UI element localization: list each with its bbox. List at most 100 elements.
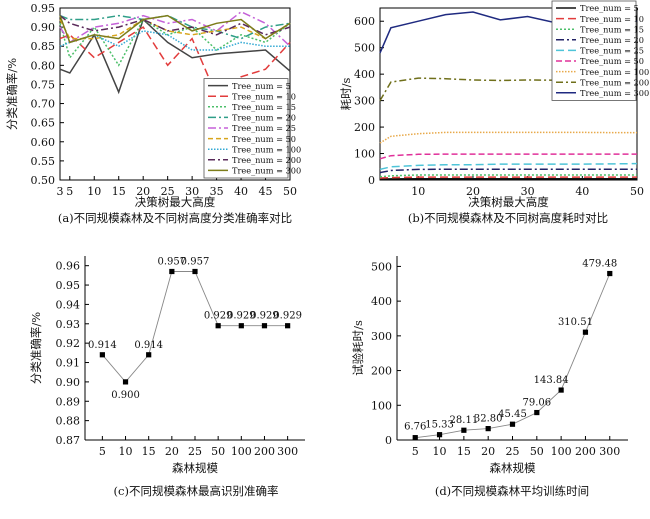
y-tick-label: 0.95 <box>56 279 81 292</box>
legend-entry: Tree_num = 50 <box>580 56 644 66</box>
chart-1: 0.50 0.55 0.60 0.65 0.70 0.75 0.80 0.85 0.90 0.95… <box>5 2 301 225</box>
data-point <box>558 387 564 393</box>
x-tick-label: 25 <box>506 445 520 458</box>
x-tick-label: 20 <box>466 185 480 198</box>
x-tick-label: 50 <box>630 185 644 198</box>
y-tick-label: 0.95 <box>31 2 56 15</box>
x-axis-label: 森林规模 <box>172 461 218 475</box>
x-tick-label: 35 <box>210 185 224 198</box>
data-label: 0.914 <box>134 340 163 351</box>
legend-entry: Tree_num = 25 <box>232 123 296 133</box>
x-tick-label: 300 <box>599 445 620 458</box>
legend-entry: Tree_num = 20 <box>580 35 644 45</box>
data-label: 0.957 <box>158 256 187 267</box>
data-label: 0.929 <box>273 311 302 322</box>
x-tick-label: 5 <box>412 445 419 458</box>
x-tick-label: 50 <box>211 445 225 458</box>
data-label: 0.914 <box>88 340 117 351</box>
data-point <box>509 421 516 427</box>
series-line <box>59 18 291 40</box>
data-label: 479.48 <box>582 259 617 270</box>
x-tick-label: 40 <box>234 185 248 198</box>
legend-entry: Tree_num = 10 <box>232 91 296 101</box>
data-label: 143.84 <box>534 375 569 386</box>
y-tick-label: 0.91 <box>56 357 81 370</box>
data-point <box>169 268 175 275</box>
y-tick-label: 100 <box>354 148 375 161</box>
data-point <box>146 352 152 358</box>
data-point <box>99 352 105 358</box>
x-tick-label: 15 <box>457 445 471 458</box>
plot-frame <box>59 7 291 181</box>
x-axis-label: 决策树最大高度 <box>468 195 549 209</box>
y-tick-label: 200 <box>354 121 375 134</box>
data-point <box>285 323 291 329</box>
y-tick-label: 400 <box>371 295 392 308</box>
data-point <box>215 323 221 329</box>
series-line <box>59 10 291 47</box>
legend-entry: Tree_num = 20 <box>232 113 296 123</box>
y-tick-label: 0.96 <box>56 260 81 273</box>
legend-entry: Tree_num = 100 <box>580 67 649 77</box>
x-axis-label: 决策树最大高度 <box>135 195 216 209</box>
y-tick-label: 0.50 <box>31 174 56 187</box>
data-label: 0.957 <box>181 256 210 267</box>
y-tick-label: 0 <box>368 174 375 187</box>
x-tick-label: 45 <box>259 185 273 198</box>
x-tick-label: 30 <box>185 185 199 198</box>
y-axis-label: 分类准确率/% <box>5 58 19 130</box>
data-label: 310.51 <box>558 317 593 328</box>
data-label: 0.929 <box>250 311 279 322</box>
chart-caption: (c)不同规模森林最高识别准确率 <box>114 484 279 498</box>
legend-entry: Tree_num = 50 <box>232 134 296 144</box>
legend-entry: Tree_num = 200 <box>580 77 649 87</box>
series-line <box>379 174 637 178</box>
y-tick-label: 300 <box>354 95 375 108</box>
legend-entry: Tree_num = 5 <box>580 3 639 13</box>
series-line <box>379 168 637 174</box>
x-tick-label: 40 <box>575 185 589 198</box>
legend-entry: Tree_num = 300 <box>232 166 301 176</box>
x-tick-label: 100 <box>231 445 252 458</box>
y-tick-label: 0.89 <box>56 395 81 408</box>
series-line <box>59 18 291 67</box>
plot-frame <box>379 7 638 181</box>
y-tick-label: 0.87 <box>56 434 81 447</box>
series-line <box>59 26 291 98</box>
data-point <box>412 435 418 441</box>
y-tick-label: 0 <box>385 434 392 447</box>
data-point <box>607 270 613 277</box>
y-tick-label: 100 <box>371 399 392 412</box>
x-tick-label: 20 <box>165 445 179 458</box>
y-tick-label: 0.94 <box>56 298 81 311</box>
x-tick-label: 25 <box>161 185 175 198</box>
x-tick-label: 30 <box>521 185 535 198</box>
x-tick-label: 3 <box>57 185 64 198</box>
data-label: 0.900 <box>111 390 140 401</box>
x-tick-label: 15 <box>112 185 126 198</box>
series-line <box>59 18 291 95</box>
data-point <box>192 268 198 275</box>
data-point <box>485 426 491 432</box>
series-line <box>59 15 291 36</box>
x-axis-label: 森林规模 <box>490 461 536 475</box>
series-line <box>59 14 291 44</box>
data-point <box>238 323 244 329</box>
y-tick-label: 0.90 <box>56 376 81 389</box>
y-tick-label: 0.88 <box>56 415 81 428</box>
data-label: 79.06 <box>522 398 551 409</box>
legend-entry: Tree_num = 10 <box>580 14 644 24</box>
legend-entry: Tree_num = 100 <box>232 144 301 154</box>
y-tick-label: 0.80 <box>31 59 56 72</box>
y-axis-label: 试验耗时/s <box>351 320 365 376</box>
data-label: 28.11 <box>450 415 479 426</box>
y-tick-label: 0.75 <box>31 78 56 91</box>
data-point <box>582 329 589 335</box>
y-tick-label: 0.85 <box>31 40 56 53</box>
data-label: 15.33 <box>425 420 454 431</box>
y-tick-label: 0.90 <box>31 21 56 34</box>
x-tick-label: 10 <box>87 185 101 198</box>
